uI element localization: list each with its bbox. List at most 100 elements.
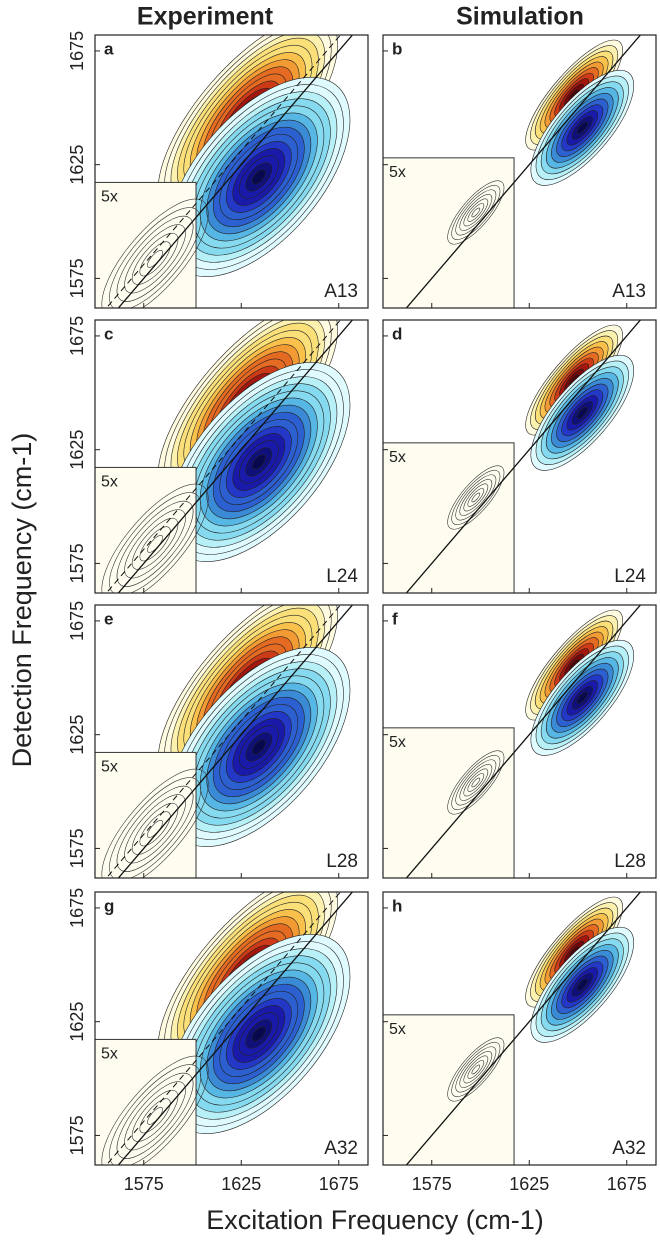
contour (447, 1037, 505, 1102)
contour (124, 1081, 186, 1151)
contour (101, 1055, 209, 1165)
panel (383, 35, 656, 308)
panel-frame (382, 604, 657, 879)
y-tick-label: 1625 (67, 1002, 87, 1042)
panel-letter: g (104, 896, 114, 915)
contour (463, 483, 489, 512)
y-tick-label: 1675 (67, 888, 87, 928)
contour (251, 454, 266, 470)
panel-letter: f (392, 609, 398, 628)
x-axis-label: Excitation Frequency (cm-1) (206, 1205, 544, 1235)
contour (116, 500, 194, 587)
contour (101, 768, 209, 878)
sample-label: L24 (614, 566, 646, 587)
x-tick-label: 1625 (509, 1174, 549, 1194)
diagonal-line (117, 320, 354, 593)
contour (576, 406, 588, 419)
contour (131, 232, 179, 285)
contour (139, 241, 171, 277)
panel-frame (382, 34, 657, 309)
contour (131, 1089, 179, 1142)
contour (467, 773, 485, 792)
contour (124, 509, 186, 579)
contour (459, 194, 493, 231)
panel (383, 892, 656, 1165)
contour (471, 492, 481, 503)
y-tick-label: 1675 (67, 31, 87, 71)
contour (459, 479, 493, 516)
contour (116, 215, 194, 302)
sample-label: L24 (326, 566, 358, 587)
contour (459, 1051, 493, 1088)
y-tick-label: 1625 (67, 715, 87, 755)
inset-annotation: 5x (101, 1046, 118, 1063)
y-tick-label: 1675 (67, 316, 87, 356)
contour (447, 750, 505, 815)
contour (463, 1055, 489, 1084)
inset-box (383, 1014, 515, 1165)
panel (95, 35, 368, 308)
y-tick-label: 1575 (67, 828, 87, 868)
diagonal-line (405, 892, 642, 1165)
panel-letter: a (104, 39, 114, 58)
panel (95, 892, 368, 1165)
x-tick-label: 1575 (124, 1174, 164, 1194)
panel-letter: d (392, 324, 402, 343)
panel (383, 605, 656, 878)
contour (101, 483, 209, 593)
panel-frame (94, 891, 369, 1166)
diagonal-line (405, 35, 642, 308)
inset-box (383, 442, 515, 593)
inset-box (383, 157, 515, 308)
sample-label: A13 (324, 281, 358, 302)
inset-annotation: 5x (389, 164, 406, 181)
y-tick-label: 1625 (67, 430, 87, 470)
panel-frame (382, 891, 657, 1166)
contour (251, 169, 266, 185)
panel-frame (94, 319, 369, 594)
contour (467, 488, 485, 507)
contour (124, 794, 186, 864)
inset-annotation: 5x (389, 734, 406, 751)
contour (131, 802, 179, 855)
contour (116, 785, 194, 872)
diagonal-line (405, 605, 642, 878)
y-tick-label: 1625 (67, 145, 87, 185)
inset-annotation: 5x (101, 759, 118, 776)
contour (576, 121, 588, 134)
panel (383, 320, 656, 593)
panel-letter: b (392, 39, 402, 58)
contour (139, 1098, 171, 1134)
x-tick-label: 1675 (319, 1174, 359, 1194)
sample-label: A32 (612, 1138, 646, 1159)
x-tick-label: 1675 (607, 1174, 647, 1194)
contour (124, 224, 186, 294)
contour (451, 754, 501, 810)
panel-frame (94, 604, 369, 879)
panel-letter: c (104, 324, 113, 343)
contour (576, 978, 588, 991)
contour (451, 184, 501, 240)
diagonal-line (405, 320, 642, 593)
panel (95, 605, 368, 878)
contour (447, 465, 505, 530)
diagonal-line (117, 892, 354, 1165)
diagonal-line (117, 35, 354, 308)
contour (467, 203, 485, 222)
sample-label: L28 (326, 851, 358, 872)
contour (459, 764, 493, 801)
inset-annotation: 5x (389, 449, 406, 466)
contour (139, 811, 171, 847)
panel-frame (382, 319, 657, 594)
contour (467, 1060, 485, 1079)
inset-annotation: 5x (101, 474, 118, 491)
contour (451, 469, 501, 525)
contour (471, 1064, 481, 1075)
y-tick-label: 1575 (67, 543, 87, 583)
panel-letter: e (104, 609, 113, 628)
y-tick-label: 1575 (67, 258, 87, 298)
inset-annotation: 5x (101, 189, 118, 206)
contour (139, 526, 171, 562)
contour (251, 739, 266, 755)
column-title: Simulation (456, 3, 584, 31)
